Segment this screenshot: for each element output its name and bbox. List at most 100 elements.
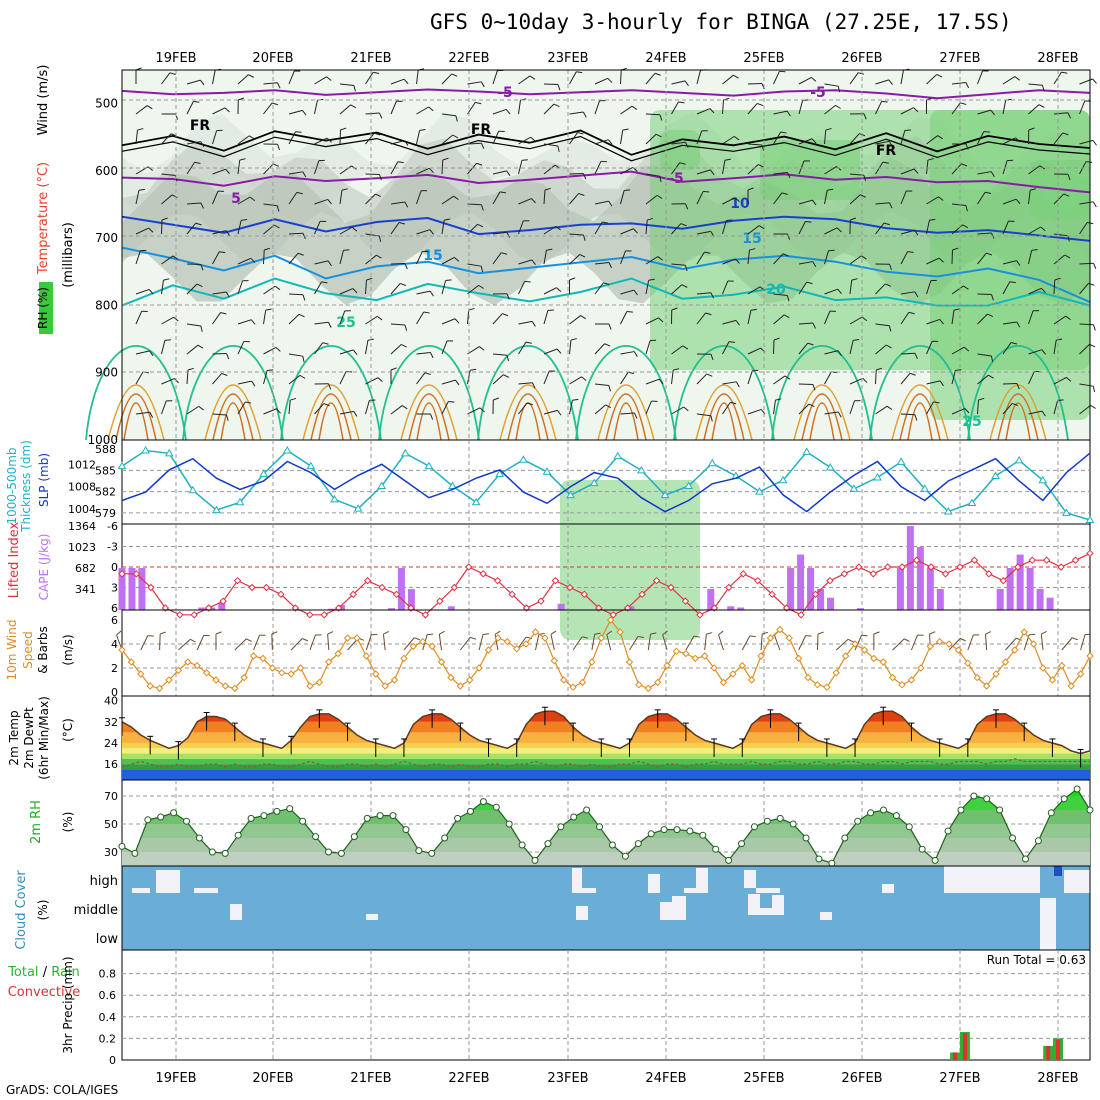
precip-legend-part: /	[39, 965, 52, 980]
wind-barb-flag	[1015, 198, 1021, 205]
wind-barb-flag	[577, 132, 584, 135]
rh-point	[1009, 834, 1017, 842]
wind-barb	[186, 161, 196, 175]
x-tick-label-bottom: 27FEB	[939, 1071, 980, 1086]
x-tick-label-bottom: 21FEB	[350, 1071, 391, 1086]
axis-label: (m/s)	[61, 634, 75, 665]
wind-barb	[900, 352, 916, 355]
cape-bar	[447, 606, 455, 610]
wind-barb	[1002, 342, 1012, 355]
rh-point	[686, 827, 694, 835]
wind-barb	[718, 634, 724, 651]
wind-barb	[645, 256, 659, 265]
wind-barb	[237, 257, 251, 265]
rh-point	[596, 823, 604, 831]
wind-barb	[339, 410, 354, 415]
axis-label-group: (°C)	[61, 718, 75, 742]
wind-barb-flag	[398, 222, 405, 225]
wind-barb-flag	[525, 341, 532, 344]
wind-barb-flag	[1086, 161, 1093, 163]
wind-barb	[467, 81, 482, 85]
wind-barb	[161, 316, 174, 325]
y-tick-label-li: 0	[111, 561, 118, 574]
thickness-point	[920, 484, 930, 492]
wind-barb-flag	[326, 76, 332, 81]
wind-barb-flag	[350, 104, 357, 109]
wind-barb-flag	[633, 228, 638, 234]
y-tick-label-li: 6	[111, 602, 118, 615]
wind-barb	[438, 634, 443, 651]
wind-barb-flag	[475, 101, 482, 105]
wind-barb	[671, 263, 686, 266]
wind-barb-flag	[164, 339, 171, 341]
thickness-point	[660, 490, 670, 499]
wind-barb	[518, 259, 533, 265]
wind-barb-flag	[837, 288, 842, 295]
wind-barb	[926, 257, 940, 265]
wind-speed-point	[541, 634, 549, 642]
y-tick-label-rh: 70	[104, 790, 118, 803]
thickness-point	[330, 494, 339, 503]
y-tick-label-precip: 0.2	[99, 1032, 117, 1045]
thickness-point	[164, 448, 174, 457]
wind-barb-flag	[608, 323, 612, 330]
wind-barb-flag	[277, 144, 280, 151]
lifted-index-point	[277, 590, 285, 599]
wind-barb	[543, 143, 558, 147]
wind-barb-flag	[963, 285, 969, 290]
axis-label-group: & Barbs	[36, 626, 50, 674]
cloud-patch	[1064, 870, 1090, 893]
wind-barb	[875, 369, 877, 385]
wind-barb-flag	[761, 144, 765, 151]
wind-barb	[849, 316, 863, 325]
wind-barb-flag	[397, 161, 404, 164]
cape-bar	[128, 568, 136, 610]
wind-barb-flag	[327, 631, 334, 635]
wind-barb-flag	[378, 235, 382, 242]
rh-point	[583, 806, 591, 814]
wind-barb	[543, 370, 550, 385]
wind-barb-flag	[579, 254, 586, 258]
lifted-index-point	[306, 611, 314, 619]
wind-barb-flag	[428, 167, 434, 173]
wind-barb	[492, 70, 498, 85]
wind-barb-flag	[647, 217, 654, 221]
axis-label-part: SLP (mb)	[37, 453, 51, 507]
wind-barb-flag	[220, 312, 227, 315]
wind-barb-flag	[750, 308, 757, 311]
wind-speed-point	[644, 684, 652, 693]
wind-barb-flag	[963, 346, 970, 352]
wind-barb	[1028, 226, 1041, 235]
cloud-patch	[744, 870, 756, 888]
wind-barb-flag	[531, 259, 536, 265]
wind-barb-flag	[239, 158, 246, 161]
wind-barb	[1028, 371, 1035, 385]
wind-barb	[798, 635, 807, 651]
wind-barb	[900, 372, 911, 385]
thickness-point	[141, 446, 150, 454]
thickness-point	[849, 484, 859, 492]
axis-label-part: 1000-500mb	[5, 447, 19, 524]
wind-barb-flag	[817, 631, 824, 635]
wind-barb-flag	[782, 253, 789, 257]
wind-speed-point	[616, 628, 624, 636]
lifted-index-point	[898, 563, 906, 571]
wind-speed-point	[428, 642, 436, 651]
wind-barb	[237, 160, 241, 175]
wind-barb	[824, 350, 839, 355]
wind-barb	[365, 634, 372, 651]
cape-bar	[1016, 554, 1024, 610]
rh-band	[122, 838, 1090, 852]
cape-bar	[727, 606, 735, 610]
contour-label: 25	[336, 315, 355, 331]
wind-barb	[1053, 340, 1057, 355]
lifted-index-point	[855, 563, 863, 571]
rh-point	[337, 849, 345, 857]
wind-speed-point	[635, 681, 643, 689]
precip-bar-convective	[1046, 1045, 1051, 1060]
lifted-index-point	[147, 583, 155, 592]
wind-barb-flag	[729, 341, 736, 343]
wind-barb-flag	[159, 631, 166, 635]
wind-barb-flag	[650, 632, 657, 635]
thickness-point	[518, 455, 528, 463]
